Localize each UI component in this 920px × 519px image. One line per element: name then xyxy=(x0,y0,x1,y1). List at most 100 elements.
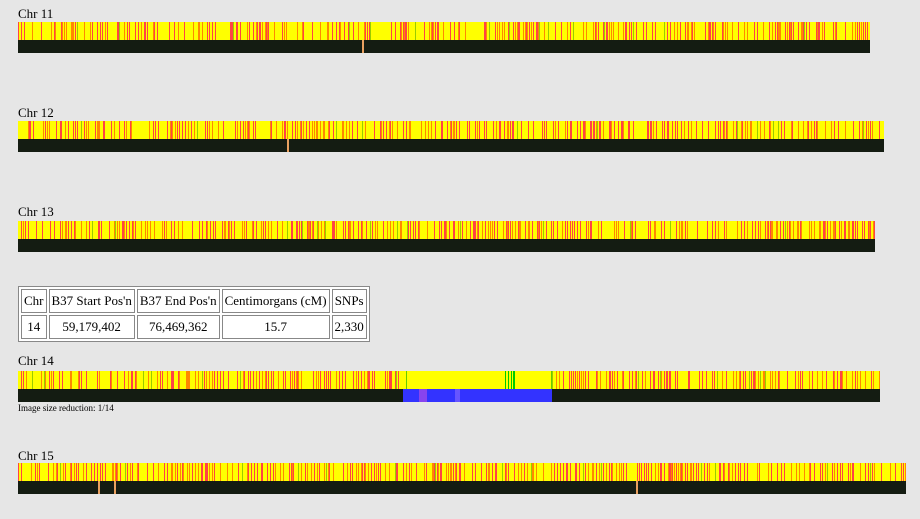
stripe xyxy=(529,22,530,40)
stripe xyxy=(343,121,344,139)
stripe xyxy=(263,221,264,239)
stripe xyxy=(455,463,456,481)
stripe xyxy=(623,22,624,40)
stripe xyxy=(674,22,675,40)
stripe xyxy=(783,221,784,239)
stripe xyxy=(450,121,451,139)
stripe xyxy=(517,22,518,40)
stripe xyxy=(209,22,210,40)
stripe xyxy=(688,371,689,389)
stripe xyxy=(655,22,656,40)
stripe xyxy=(601,221,602,239)
stripe xyxy=(316,371,317,389)
stripe xyxy=(202,371,203,389)
stripe xyxy=(135,22,136,40)
stripe xyxy=(552,371,553,389)
snp-track xyxy=(18,463,906,481)
stripe xyxy=(676,221,677,239)
stripe xyxy=(632,221,633,239)
stripe xyxy=(848,463,849,481)
stripe xyxy=(276,121,277,139)
stripe xyxy=(292,121,293,139)
stripe xyxy=(320,121,321,139)
stripe xyxy=(342,121,343,139)
stripe xyxy=(839,221,840,239)
stripe xyxy=(83,463,84,481)
stripe xyxy=(668,463,669,481)
stripe xyxy=(396,463,397,481)
stripe xyxy=(617,371,618,389)
stripe xyxy=(391,22,392,40)
stripe xyxy=(153,121,154,139)
stripe xyxy=(353,22,354,40)
stripe xyxy=(570,22,571,40)
stripe xyxy=(668,121,669,139)
stripe xyxy=(66,22,67,40)
stripe xyxy=(300,121,301,139)
stripe xyxy=(273,463,274,481)
stripe xyxy=(97,371,98,389)
stripe xyxy=(107,22,108,40)
stripe xyxy=(151,371,152,389)
stripe xyxy=(206,221,207,239)
stripe xyxy=(132,371,133,389)
stripe xyxy=(836,22,837,40)
stripe xyxy=(598,22,599,40)
stripe xyxy=(606,22,607,40)
stripe xyxy=(531,22,532,40)
stripe xyxy=(737,121,738,139)
stripe xyxy=(252,221,253,239)
stripe xyxy=(631,221,632,239)
stripe xyxy=(75,221,76,239)
stripe xyxy=(560,463,561,481)
stripe xyxy=(778,22,779,40)
stripe xyxy=(220,463,221,481)
stripe xyxy=(724,463,725,481)
stripe xyxy=(611,463,612,481)
stripe xyxy=(577,371,578,389)
stripe xyxy=(79,371,80,389)
stripe xyxy=(626,22,627,40)
stripe xyxy=(329,121,330,139)
stripe xyxy=(837,371,838,389)
stripe xyxy=(509,22,510,40)
cell: 2,330 xyxy=(331,315,367,339)
stripe xyxy=(453,121,454,139)
stripe xyxy=(371,463,372,481)
stripe xyxy=(565,221,566,239)
stripe xyxy=(610,371,611,389)
stripe xyxy=(223,371,224,389)
stripe xyxy=(102,463,103,481)
stripe xyxy=(285,371,286,389)
stripe xyxy=(624,221,625,239)
stripe xyxy=(94,463,95,481)
stripe xyxy=(609,371,610,389)
stripe xyxy=(458,221,459,239)
stripe xyxy=(833,221,834,239)
stripe xyxy=(661,371,662,389)
stripe xyxy=(801,221,802,239)
note: Image size reduction: 1/14 xyxy=(18,403,114,413)
stripe xyxy=(391,371,392,389)
stripe xyxy=(124,121,125,139)
stripe xyxy=(506,463,507,481)
stripe xyxy=(521,463,522,481)
stripe xyxy=(229,221,230,239)
stripe xyxy=(339,22,340,40)
stripe xyxy=(262,22,263,40)
stripe xyxy=(148,371,149,389)
stripe xyxy=(864,221,865,239)
stripe xyxy=(603,463,604,481)
stripe xyxy=(65,121,66,139)
stripe xyxy=(247,463,248,481)
stripe xyxy=(801,22,802,40)
stripe xyxy=(364,22,365,40)
stripe xyxy=(172,463,173,481)
stripe xyxy=(768,463,769,481)
stripe xyxy=(227,463,228,481)
stripe xyxy=(629,371,630,389)
stripe xyxy=(767,221,768,239)
stripe xyxy=(302,22,303,40)
stripe xyxy=(45,371,46,389)
stripe xyxy=(667,371,668,389)
